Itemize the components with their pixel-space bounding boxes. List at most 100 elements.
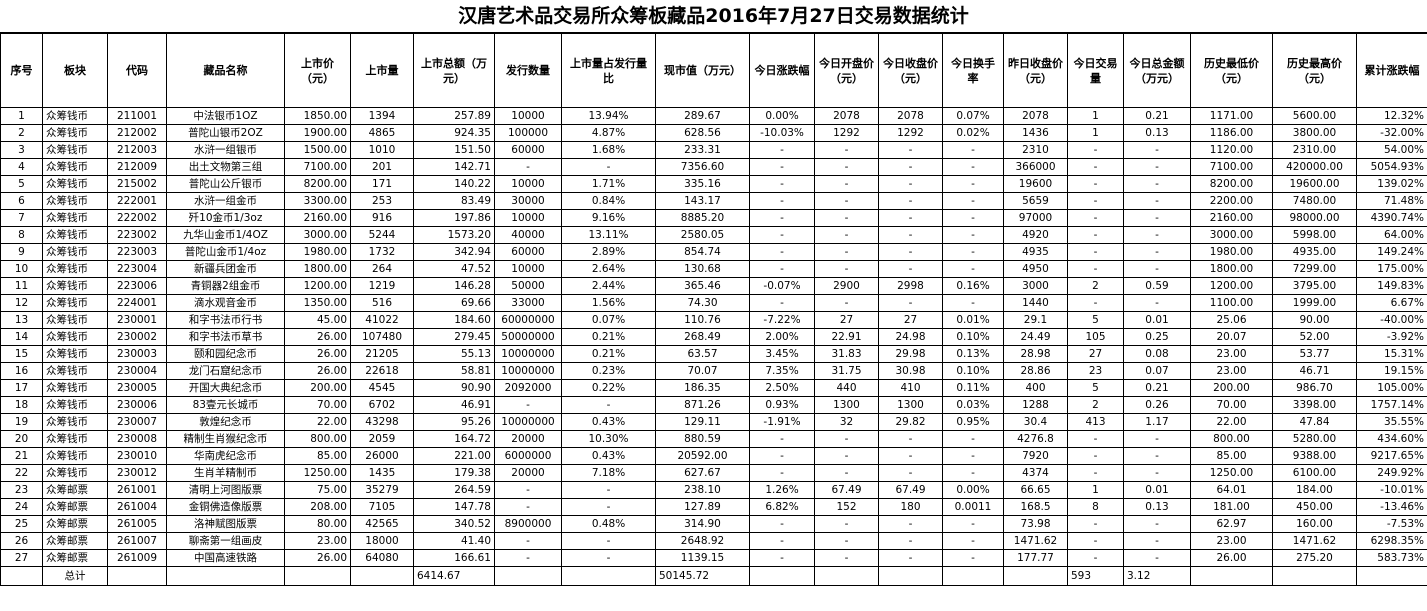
table-cell: 800.00 (284, 430, 351, 448)
table-cell: 0.21% (561, 328, 656, 346)
table-cell: 2078 (814, 107, 879, 125)
table-row: 22 众筹钱币 230012 生肖羊精制币 1250.00 1435 179.38 20000… (0, 464, 1427, 482)
table-cell: 中国高速铁路 (166, 549, 285, 567)
table-cell: 众筹钱币 (42, 107, 108, 125)
table-cell: 生肖羊精制币 (166, 464, 285, 482)
table-cell: - (1067, 243, 1124, 261)
table-cell: 众筹钱币 (42, 192, 108, 210)
table-cell: -10.01% (1356, 481, 1427, 499)
table-cell: 180 (878, 498, 943, 516)
table-cell: 16 (0, 362, 43, 380)
table-cell: - (814, 175, 879, 193)
table-cell: 1 (0, 107, 43, 125)
table-cell: - (1123, 141, 1191, 159)
table-cell: 26 (0, 532, 43, 550)
table-cell: 1219 (350, 277, 414, 295)
table-cell: 1.56% (561, 294, 656, 312)
table-cell: - (1067, 549, 1124, 567)
column-header: 发行数量 (494, 33, 562, 108)
table-cell: 164.72 (413, 430, 495, 448)
table-cell: 24.98 (878, 328, 943, 346)
table-row: 10 众筹钱币 223004 新疆兵团金币 1800.00 264 47.52 10000 2.… (0, 260, 1427, 278)
table-cell: 2580.05 (655, 226, 750, 244)
table-row: 24 众筹邮票 261004 金铜佛造像版票 208.00 7105 147.78- -127… (0, 498, 1427, 516)
table-cell: 1573.20 (413, 226, 495, 244)
table-cell: 149.24% (1356, 243, 1427, 261)
table-cell: 2.89% (561, 243, 656, 261)
table-cell: 0.02% (942, 124, 1004, 142)
table-cell: 53.77 (1272, 345, 1357, 363)
table-cell: 3398.00 (1272, 396, 1357, 414)
table-cell: 230007 (107, 413, 167, 431)
table-cell: 0.11% (942, 379, 1004, 397)
table-cell: 九华山金币1/4OZ (166, 226, 285, 244)
table-cell: 7.18% (561, 464, 656, 482)
table-row: 25 众筹邮票 261005 洛神赋图版票 80.00 42565 340.52 890000… (0, 515, 1427, 533)
table-cell: 26.00 (284, 362, 351, 380)
total-row: 总计 6414.67 50145.72 593 3.12 (0, 566, 1427, 586)
table-cell: 0.26 (1123, 396, 1191, 414)
table-cell: 众筹钱币 (42, 124, 108, 142)
table-cell: 0.13 (1123, 124, 1191, 142)
table-cell: 201 (350, 158, 414, 176)
table-cell: 22618 (350, 362, 414, 380)
table-cell: 60000 (494, 141, 562, 159)
table-cell: 1471.62 (1003, 532, 1068, 550)
table-cell: 20 (0, 430, 43, 448)
table-cell: 众筹邮票 (42, 481, 108, 499)
table-cell: - (942, 464, 1004, 482)
table-cell: 257.89 (413, 107, 495, 125)
table-cell: 43298 (350, 413, 414, 431)
table-cell: 1.68% (561, 141, 656, 159)
table-cell: - (814, 515, 879, 533)
table-cell: 230010 (107, 447, 167, 465)
table-cell: 98000.00 (1272, 209, 1357, 227)
table-cell: 222002 (107, 209, 167, 227)
table-cell: 23 (1067, 362, 1124, 380)
table-row: 3 众筹钱币 212003 水浒一组银币 1500.00 1010 151.50 60000 1… (0, 141, 1427, 159)
table-cell: 23.00 (284, 532, 351, 550)
table-cell: 289.67 (655, 107, 750, 125)
table-cell: 314.90 (655, 515, 750, 533)
table-cell: 268.49 (655, 328, 750, 346)
table-cell: - (942, 294, 1004, 312)
table-cell: 华南虎纪念币 (166, 447, 285, 465)
table-cell: - (561, 481, 656, 499)
table-cell: 众筹钱币 (42, 464, 108, 482)
table-cell: 5 (1067, 311, 1124, 329)
table-cell: 26.00 (284, 345, 351, 363)
table-cell: -10.03% (749, 124, 815, 142)
table-cell: 200.00 (284, 379, 351, 397)
table-cell: 253 (350, 192, 414, 210)
total-market-value: 50145.72 (655, 566, 750, 586)
table-cell: 众筹钱币 (42, 141, 108, 159)
table-cell: - (878, 175, 943, 193)
table-cell: - (878, 260, 943, 278)
header-row: 序号 板块 代码 藏品名称 上市价（元） 上市量 上市总额（万元） 发行数量 上市量占发行量比现… (0, 33, 1427, 108)
table-cell: 众筹钱币 (42, 209, 108, 227)
table-cell: 18000 (350, 532, 414, 550)
table-row: 14 众筹钱币 230002 和字书法币草书 26.00 107480 279.45 5000… (0, 328, 1427, 346)
table-cell: 83.49 (413, 192, 495, 210)
table-cell: 新疆兵团金币 (166, 260, 285, 278)
table-cell: - (878, 430, 943, 448)
table-cell: 众筹钱币 (42, 379, 108, 397)
table-cell: 22.00 (284, 413, 351, 431)
table-cell: 47.84 (1272, 413, 1357, 431)
table-cell: 4935 (1003, 243, 1068, 261)
table-cell: 4935.00 (1272, 243, 1357, 261)
table-cell: 46.91 (413, 396, 495, 414)
table-cell: 众筹钱币 (42, 243, 108, 261)
table-cell: 184.60 (413, 311, 495, 329)
table-cell: - (749, 141, 815, 159)
table-cell: - (749, 447, 815, 465)
table-cell: 24.49 (1003, 328, 1068, 346)
table-cell: 1435 (350, 464, 414, 482)
table-cell: 1.71% (561, 175, 656, 193)
table-cell: 50000 (494, 277, 562, 295)
table-cell: 5054.93% (1356, 158, 1427, 176)
table-cell: - (814, 464, 879, 482)
table-cell: 3000 (1003, 277, 1068, 295)
table-cell: 1436 (1003, 124, 1068, 142)
